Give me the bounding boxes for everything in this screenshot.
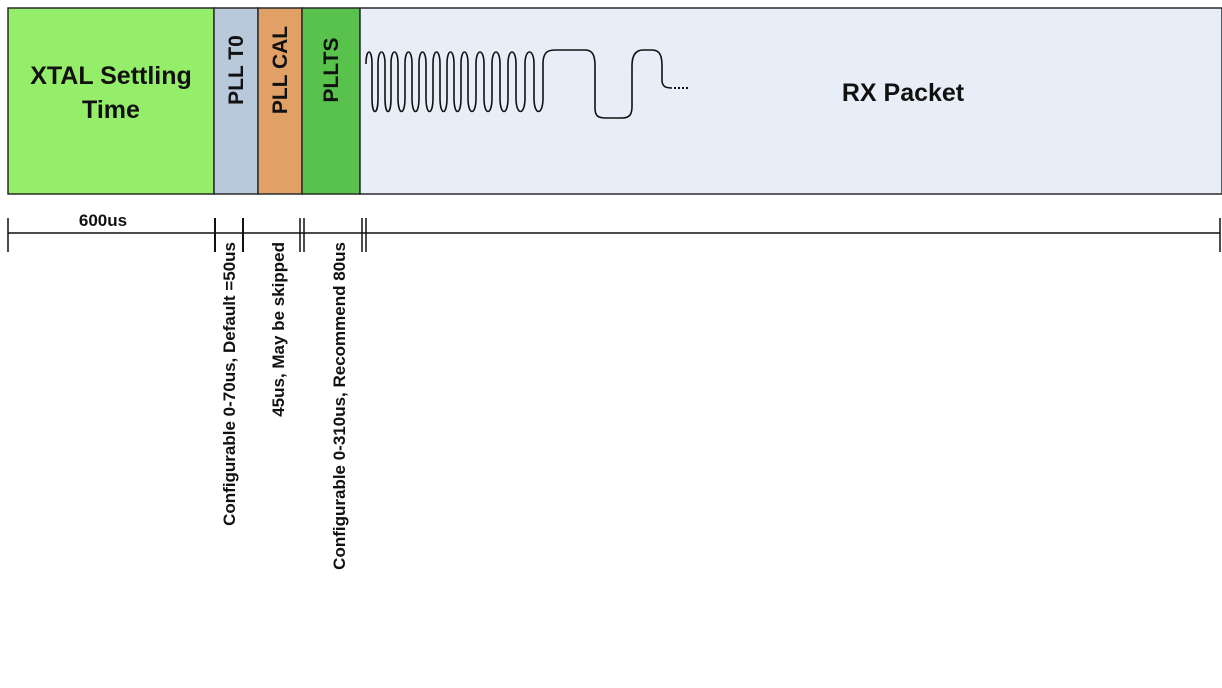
segment-pll-t0 (213, 7, 259, 195)
segment-pll-cal (257, 7, 303, 195)
xtal-duration-label: 600us (79, 211, 127, 230)
pll-t0-label: PLL T0 (225, 35, 248, 105)
pll-cal-note: 45us, May be skipped (269, 242, 288, 417)
segment-bar: XTAL Settling Time PLL T0 PLL CAL PLLTS … (7, 7, 1222, 195)
waveform-oscillation (365, 49, 673, 119)
timeline: 600us Configurable 0-70us, Default =50us… (7, 211, 1221, 570)
xtal-label-line2: Time (82, 96, 140, 124)
pllts-label: PLLTS (320, 38, 343, 103)
segment-rx-packet (359, 7, 1222, 195)
xtal-label-line1: XTAL Settling (30, 62, 192, 90)
pll-t0-note: Configurable 0-70us, Default =50us (220, 242, 239, 526)
rx-waveform (365, 49, 690, 119)
pll-cal-label: PLL CAL (269, 26, 292, 114)
segment-xtal-settling (7, 7, 215, 195)
rx-packet-label: RX Packet (842, 79, 965, 107)
pllts-note: Configurable 0-310us, Recommend 80us (330, 242, 349, 570)
